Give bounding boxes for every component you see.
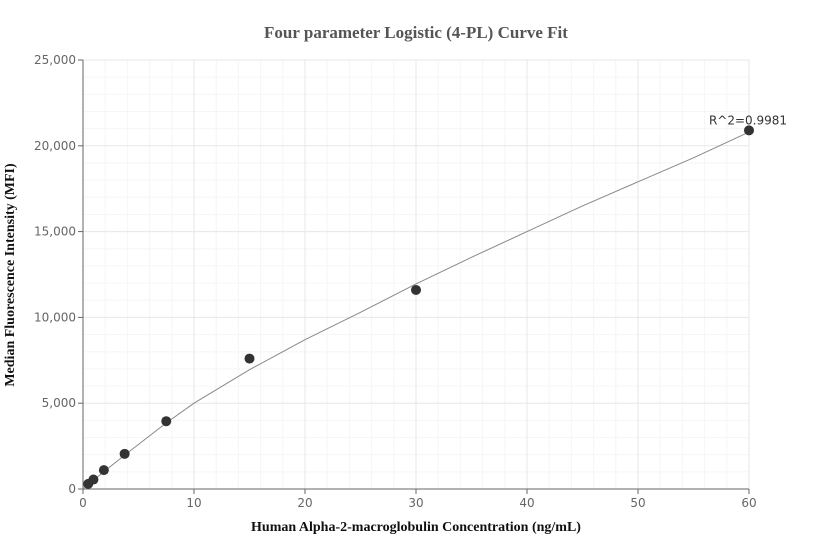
data-point	[744, 125, 754, 136]
x-tick-label: 50	[630, 496, 645, 510]
y-tick-label: 25,000	[34, 53, 76, 67]
x-tick-label: 0	[79, 496, 87, 510]
data-points	[83, 125, 754, 489]
data-point	[98, 465, 109, 476]
data-point	[244, 353, 255, 364]
x-axis-title: Human Alpha-2-macroglobulin Concentratio…	[251, 520, 581, 535]
data-point	[88, 474, 99, 485]
data-point	[411, 284, 421, 295]
y-tick-label: 5,000	[42, 396, 76, 410]
x-tick-label: 20	[297, 496, 312, 510]
r-squared-annotation: R^2=0.9981	[709, 113, 787, 127]
chart-title: Four parameter Logistic (4-PL) Curve Fit	[264, 23, 568, 42]
y-tick-label: 15,000	[34, 225, 76, 239]
axes	[78, 59, 750, 494]
data-point	[119, 448, 130, 459]
y-tick-label: 20,000	[34, 139, 76, 153]
x-tick-label: 30	[408, 496, 423, 510]
y-tick-label: 0	[68, 482, 76, 496]
x-tick-label: 40	[519, 496, 534, 510]
data-point	[161, 416, 172, 427]
x-tick-labels: 0 10 20 30 40 50 60	[79, 496, 756, 510]
grid	[83, 59, 750, 489]
y-tick-labels: 0 5,000 10,000 15,000 20,000 25,000	[34, 53, 76, 496]
x-tick-label: 10	[186, 496, 201, 510]
fit-curve	[82, 131, 750, 490]
y-axis-title: Median Fluorescence Intensity (MFI)	[3, 163, 18, 387]
x-tick-label: 60	[741, 496, 756, 510]
y-tick-label: 10,000	[34, 310, 76, 324]
